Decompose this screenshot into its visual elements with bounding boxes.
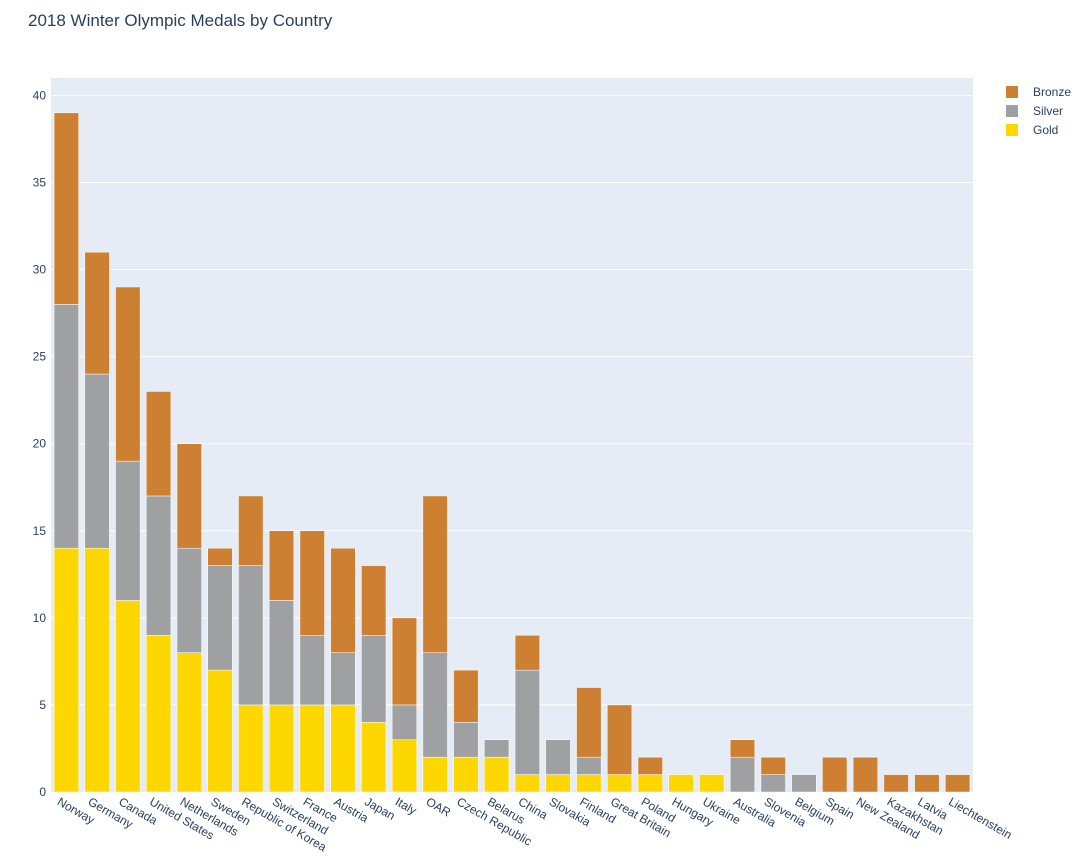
bar-netherlands-gold[interactable]: [176, 652, 202, 793]
bar-italy-silver[interactable]: [391, 704, 417, 741]
legend-label-gold[interactable]: Gold: [1033, 123, 1058, 137]
x-tick-label-austria: Austria: [331, 794, 371, 825]
y-tick-label: 15: [33, 524, 47, 538]
bar-united-states-bronze[interactable]: [146, 391, 172, 497]
bar-czech-republic-bronze[interactable]: [453, 669, 479, 723]
bar-belarus-gold[interactable]: [484, 756, 510, 793]
bar-slovenia-bronze[interactable]: [760, 756, 786, 775]
bar-austria-bronze[interactable]: [330, 547, 356, 653]
grid-lines: [51, 94, 973, 706]
y-tick-label: 20: [33, 437, 47, 451]
bar-belgium-silver[interactable]: [791, 774, 817, 793]
bar-switzerland-gold[interactable]: [268, 704, 295, 793]
bar-new-zealand-bronze[interactable]: [852, 756, 878, 793]
y-axis-ticks: 0 5 10 15 20 25 30 35 40: [33, 88, 47, 799]
bar-sweden-bronze[interactable]: [207, 547, 233, 566]
legend-label-silver[interactable]: Silver: [1033, 104, 1063, 118]
bar-republic-of-korea-bronze[interactable]: [238, 495, 264, 566]
legend-swatch-silver[interactable]: [1006, 105, 1018, 117]
bar-japan-bronze[interactable]: [361, 565, 387, 636]
bar-germany-gold[interactable]: [84, 547, 110, 793]
bar-finland-bronze[interactable]: [576, 687, 602, 758]
bar-czech-republic-gold[interactable]: [453, 756, 479, 793]
bar-china-bronze[interactable]: [514, 635, 540, 671]
y-tick-label: 30: [33, 263, 47, 277]
bar-italy-gold[interactable]: [391, 739, 417, 793]
y-tick-label: 0: [39, 785, 46, 799]
bar-switzerland-bronze[interactable]: [268, 530, 295, 601]
chart-title: 2018 Winter Olympic Medals by Country: [28, 11, 333, 30]
y-tick-label: 10: [33, 611, 47, 625]
bar-finland-silver[interactable]: [576, 756, 602, 775]
bar-austria-silver[interactable]: [330, 652, 356, 706]
bar-france-bronze[interactable]: [299, 530, 325, 636]
bar-great-britain-gold[interactable]: [607, 774, 633, 793]
bar-canada-silver[interactable]: [115, 460, 141, 601]
bar-norway-silver[interactable]: [53, 304, 79, 549]
bar-italy-bronze[interactable]: [391, 617, 417, 706]
bar-republic-of-korea-gold[interactable]: [238, 704, 264, 793]
x-tick-label-oar: OAR: [424, 794, 454, 819]
bars: [53, 112, 971, 793]
bar-finland-gold[interactable]: [576, 774, 602, 793]
bar-france-gold[interactable]: [299, 704, 325, 793]
bar-liechtenstein-bronze[interactable]: [945, 774, 971, 793]
bar-japan-gold[interactable]: [361, 722, 387, 793]
x-tick-label-liechtenstein: Liechtenstein: [946, 794, 1014, 841]
bar-sweden-gold[interactable]: [207, 669, 233, 793]
bar-belarus-silver[interactable]: [484, 739, 510, 758]
bar-germany-bronze[interactable]: [84, 251, 110, 375]
bar-united-states-gold[interactable]: [146, 635, 172, 793]
bar-canada-bronze[interactable]: [115, 286, 141, 462]
bar-oar-silver[interactable]: [422, 652, 448, 758]
bar-latvia-bronze[interactable]: [914, 774, 940, 793]
bar-slovakia-gold[interactable]: [545, 774, 571, 793]
legend-swatch-bronze[interactable]: [1006, 86, 1018, 98]
bar-oar-bronze[interactable]: [422, 495, 448, 653]
bar-netherlands-bronze[interactable]: [176, 443, 202, 549]
bar-czech-republic-silver[interactable]: [453, 722, 479, 758]
bar-switzerland-silver[interactable]: [268, 600, 295, 706]
legend-label-bronze[interactable]: Bronze: [1033, 85, 1071, 99]
bar-australia-silver[interactable]: [729, 756, 756, 793]
bar-norway-bronze[interactable]: [53, 112, 79, 305]
bar-canada-gold[interactable]: [115, 600, 141, 793]
bar-spain-bronze[interactable]: [822, 756, 848, 793]
bar-norway-gold[interactable]: [53, 547, 79, 793]
bar-sweden-silver[interactable]: [207, 565, 233, 671]
bar-netherlands-silver[interactable]: [176, 547, 202, 653]
y-tick-label: 25: [33, 350, 47, 364]
bar-kazakhstan-bronze[interactable]: [883, 774, 909, 793]
bar-australia-bronze[interactable]: [729, 739, 756, 758]
y-tick-label: 40: [33, 88, 47, 102]
bar-slovakia-silver[interactable]: [545, 739, 571, 775]
x-tick-label-italy: Italy: [393, 794, 419, 817]
bar-poland-gold[interactable]: [637, 774, 663, 793]
plot-background: [51, 78, 973, 792]
bar-japan-silver[interactable]: [361, 635, 387, 723]
bar-france-silver[interactable]: [299, 635, 325, 706]
bar-hungary-gold[interactable]: [668, 774, 694, 793]
bar-china-silver[interactable]: [514, 669, 540, 775]
bar-united-states-silver[interactable]: [146, 495, 172, 636]
bar-china-gold[interactable]: [514, 774, 540, 793]
bar-oar-gold[interactable]: [422, 756, 448, 793]
bar-slovenia-silver[interactable]: [760, 774, 786, 793]
bar-ukraine-gold[interactable]: [699, 774, 725, 793]
legend-swatch-gold[interactable]: [1006, 124, 1018, 136]
bar-republic-of-korea-silver[interactable]: [238, 565, 264, 706]
bar-germany-silver[interactable]: [84, 373, 110, 549]
legend[interactable]: Bronze Silver Gold: [1006, 85, 1071, 137]
bar-austria-gold[interactable]: [330, 704, 356, 793]
y-tick-label: 35: [33, 175, 47, 189]
bar-great-britain-bronze[interactable]: [607, 704, 633, 775]
y-tick-label: 5: [39, 698, 46, 712]
bar-poland-bronze[interactable]: [637, 756, 663, 775]
